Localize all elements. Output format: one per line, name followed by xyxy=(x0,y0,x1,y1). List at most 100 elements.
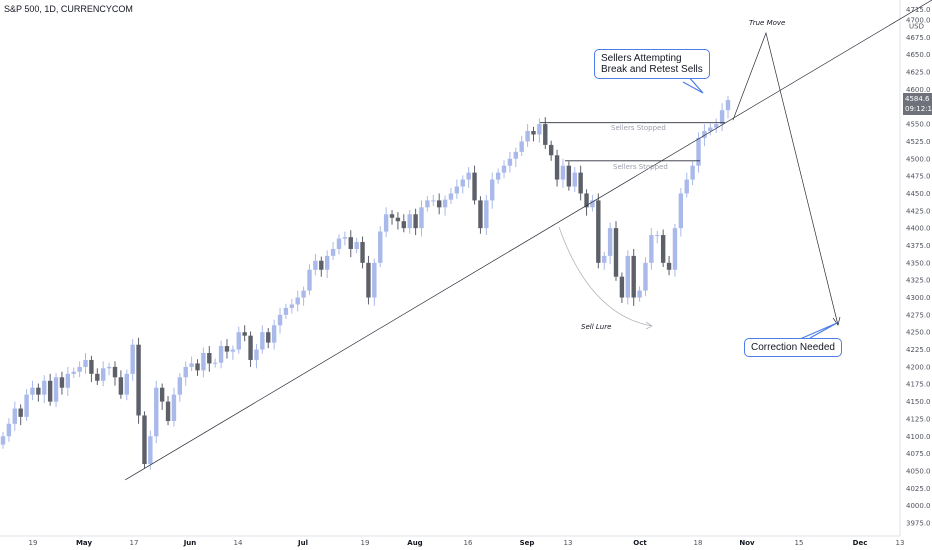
correction-needed-callout[interactable]: Correction Needed xyxy=(744,338,842,357)
candle-body xyxy=(324,255,330,270)
candle-body xyxy=(372,262,377,298)
candle-body xyxy=(101,368,106,381)
candle-body xyxy=(189,363,194,367)
y-tick-label: 4400.0 xyxy=(906,225,931,233)
x-tick-label: May xyxy=(76,539,92,547)
candle-body xyxy=(478,200,483,229)
candle-body xyxy=(495,172,501,180)
candle-body xyxy=(584,193,589,208)
y-tick-label: 4000.0 xyxy=(906,502,931,510)
current-price: 4584.6 xyxy=(905,95,930,103)
candle-body xyxy=(708,127,713,132)
y-tick-label: 4200.0 xyxy=(906,363,931,371)
candle-body xyxy=(548,144,554,156)
candle-body xyxy=(454,186,460,194)
candle-body xyxy=(696,137,701,166)
x-tick-label: 19 xyxy=(361,539,370,547)
candle-body xyxy=(154,387,159,437)
y-tick-label: 4650.0 xyxy=(906,51,931,59)
candle-body xyxy=(613,228,619,277)
candle-body xyxy=(271,325,277,343)
candle-body xyxy=(89,359,94,374)
x-tick-label: 16 xyxy=(464,539,473,547)
candle-body xyxy=(425,200,430,208)
sell-lure-arrowhead xyxy=(645,321,653,330)
candle-body xyxy=(666,262,672,270)
candle-body xyxy=(65,373,71,388)
candle-body xyxy=(106,366,112,369)
y-tick-label: 4375.0 xyxy=(906,242,931,250)
sellers-attempting-callout[interactable]: Sellers Attempting Break and Retest Sell… xyxy=(594,49,710,79)
current-price-badge: 4584.6 09:12:11 xyxy=(903,93,932,115)
candle-body xyxy=(36,387,41,395)
candle-body xyxy=(366,262,371,298)
y-tick-label: 4625.0 xyxy=(906,69,931,77)
candle-body xyxy=(130,344,135,374)
x-tick-label: 17 xyxy=(130,539,139,547)
candle-body xyxy=(336,238,342,249)
candle-body xyxy=(625,255,630,298)
candle-body xyxy=(395,217,401,222)
candle-body xyxy=(236,332,241,350)
candle-body xyxy=(649,235,654,263)
candle-body xyxy=(230,349,236,352)
candle-body xyxy=(572,172,577,187)
callout-line-2: Break and Retest Sells xyxy=(601,64,703,75)
candle-body xyxy=(319,260,324,270)
candle-body xyxy=(560,165,566,180)
candle-body xyxy=(684,179,689,194)
candle-body xyxy=(378,231,383,263)
candle-body xyxy=(531,131,536,135)
candle-body xyxy=(183,366,188,378)
candle-body xyxy=(0,436,6,445)
sellers-stopped-label-1: Sellers Stopped xyxy=(611,124,666,132)
y-tick-label: 4075.0 xyxy=(906,450,931,458)
candle-body xyxy=(30,387,35,395)
countdown: 09:12:11 xyxy=(905,105,932,113)
candle-body xyxy=(413,214,418,229)
candle-body xyxy=(212,362,218,364)
y-tick-label: 4325.0 xyxy=(906,277,931,285)
true-move-arrowhead xyxy=(832,316,841,326)
candle-body xyxy=(490,179,495,201)
candle-body xyxy=(254,349,259,360)
candle-body xyxy=(660,235,666,263)
candle-body xyxy=(554,155,560,180)
candle-body xyxy=(165,401,171,422)
y-tick-label: 4050.0 xyxy=(906,467,931,475)
y-tick-label: 4225.0 xyxy=(906,346,931,354)
trendline xyxy=(124,0,932,481)
candle-body xyxy=(725,100,731,111)
y-tick-label: 4550.0 xyxy=(906,121,931,129)
candle-body xyxy=(602,255,607,263)
candle-body xyxy=(6,423,12,437)
y-tick-label: 4300.0 xyxy=(906,294,931,302)
candle-body xyxy=(112,366,118,378)
y-tick-label: 4250.0 xyxy=(906,329,931,337)
y-tick-label: 4700.0 xyxy=(906,17,931,25)
candle-body xyxy=(566,165,572,187)
candle-body xyxy=(448,193,454,200)
candle-body xyxy=(195,363,200,371)
y-tick-label: 4500.0 xyxy=(906,155,931,163)
x-tick-label: Dec xyxy=(853,539,868,547)
candle-body xyxy=(59,377,65,388)
candle-body xyxy=(643,262,648,291)
candle-body xyxy=(537,124,542,135)
candle-body xyxy=(53,377,59,402)
candle-body xyxy=(525,131,530,142)
candle-body xyxy=(242,332,247,336)
candle-body xyxy=(260,332,265,350)
candle-body xyxy=(118,377,124,395)
candle-body xyxy=(466,172,471,180)
y-tick-label: 4450.0 xyxy=(906,190,931,198)
candle-body xyxy=(578,172,583,194)
candle-body xyxy=(655,235,660,237)
candle-body xyxy=(690,165,695,180)
candle-body xyxy=(313,260,318,270)
candle-body xyxy=(590,200,595,208)
y-tick-label: 4425.0 xyxy=(906,207,931,215)
candle-body xyxy=(136,344,141,416)
